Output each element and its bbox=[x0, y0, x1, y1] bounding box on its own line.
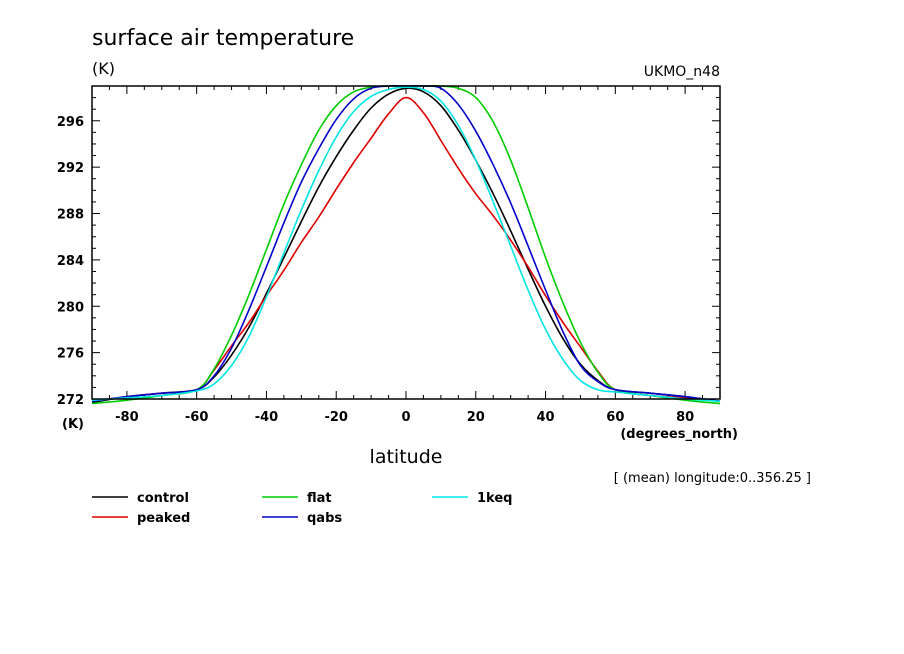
legend: control peaked flat qabs 1keq bbox=[92, 491, 512, 526]
chart-title: surface air temperature bbox=[92, 26, 354, 51]
y-tick-label: 284 bbox=[57, 254, 84, 269]
series-lines bbox=[91, 85, 721, 405]
series-line-flat bbox=[91, 85, 721, 405]
model-label: UKMO_n48 bbox=[644, 64, 720, 80]
y-tick-label: 280 bbox=[57, 300, 84, 315]
x-tick-label: 0 bbox=[401, 410, 410, 425]
legend-label-qabs: qabs bbox=[307, 511, 342, 526]
x-axis: -80 -60 -40 -20 0 20 40 60 80 bbox=[91, 86, 721, 425]
series-line-peaked bbox=[91, 96, 721, 403]
x-units-label: (degrees_north) bbox=[620, 427, 738, 442]
x-tick-label: -60 bbox=[185, 410, 209, 425]
y-units-label: (K) bbox=[62, 417, 84, 432]
y-axis: 272 276 280 284 288 292 296 bbox=[57, 85, 720, 408]
x-axis-label: latitude bbox=[370, 446, 443, 468]
x-tick-label: 60 bbox=[606, 410, 624, 425]
legend-label-flat: flat bbox=[307, 491, 332, 506]
subtitle: [ (mean) longitude:0..356.25 ] bbox=[614, 471, 811, 486]
x-tick-label: 20 bbox=[467, 410, 485, 425]
y-tick-label: 296 bbox=[57, 115, 84, 130]
plot-frame bbox=[91, 85, 721, 400]
x-tick-label: -80 bbox=[115, 410, 139, 425]
series-line-1keq bbox=[91, 86, 721, 403]
y-tick-label: 292 bbox=[57, 161, 84, 176]
x-tick-label: 80 bbox=[676, 410, 694, 425]
y-tick-label: 272 bbox=[57, 393, 84, 408]
legend-label-peaked: peaked bbox=[137, 511, 190, 526]
series-line-qabs bbox=[91, 85, 721, 403]
legend-label-control: control bbox=[137, 491, 189, 506]
legend-label-1keq: 1keq bbox=[477, 491, 512, 506]
x-tick-label: -20 bbox=[324, 410, 348, 425]
series-line-control bbox=[91, 87, 721, 404]
x-tick-label: 40 bbox=[537, 410, 555, 425]
units-label: (K) bbox=[92, 59, 115, 78]
x-tick-label: -40 bbox=[255, 410, 279, 425]
y-tick-label: 288 bbox=[57, 208, 84, 223]
y-tick-label: 276 bbox=[57, 347, 84, 362]
